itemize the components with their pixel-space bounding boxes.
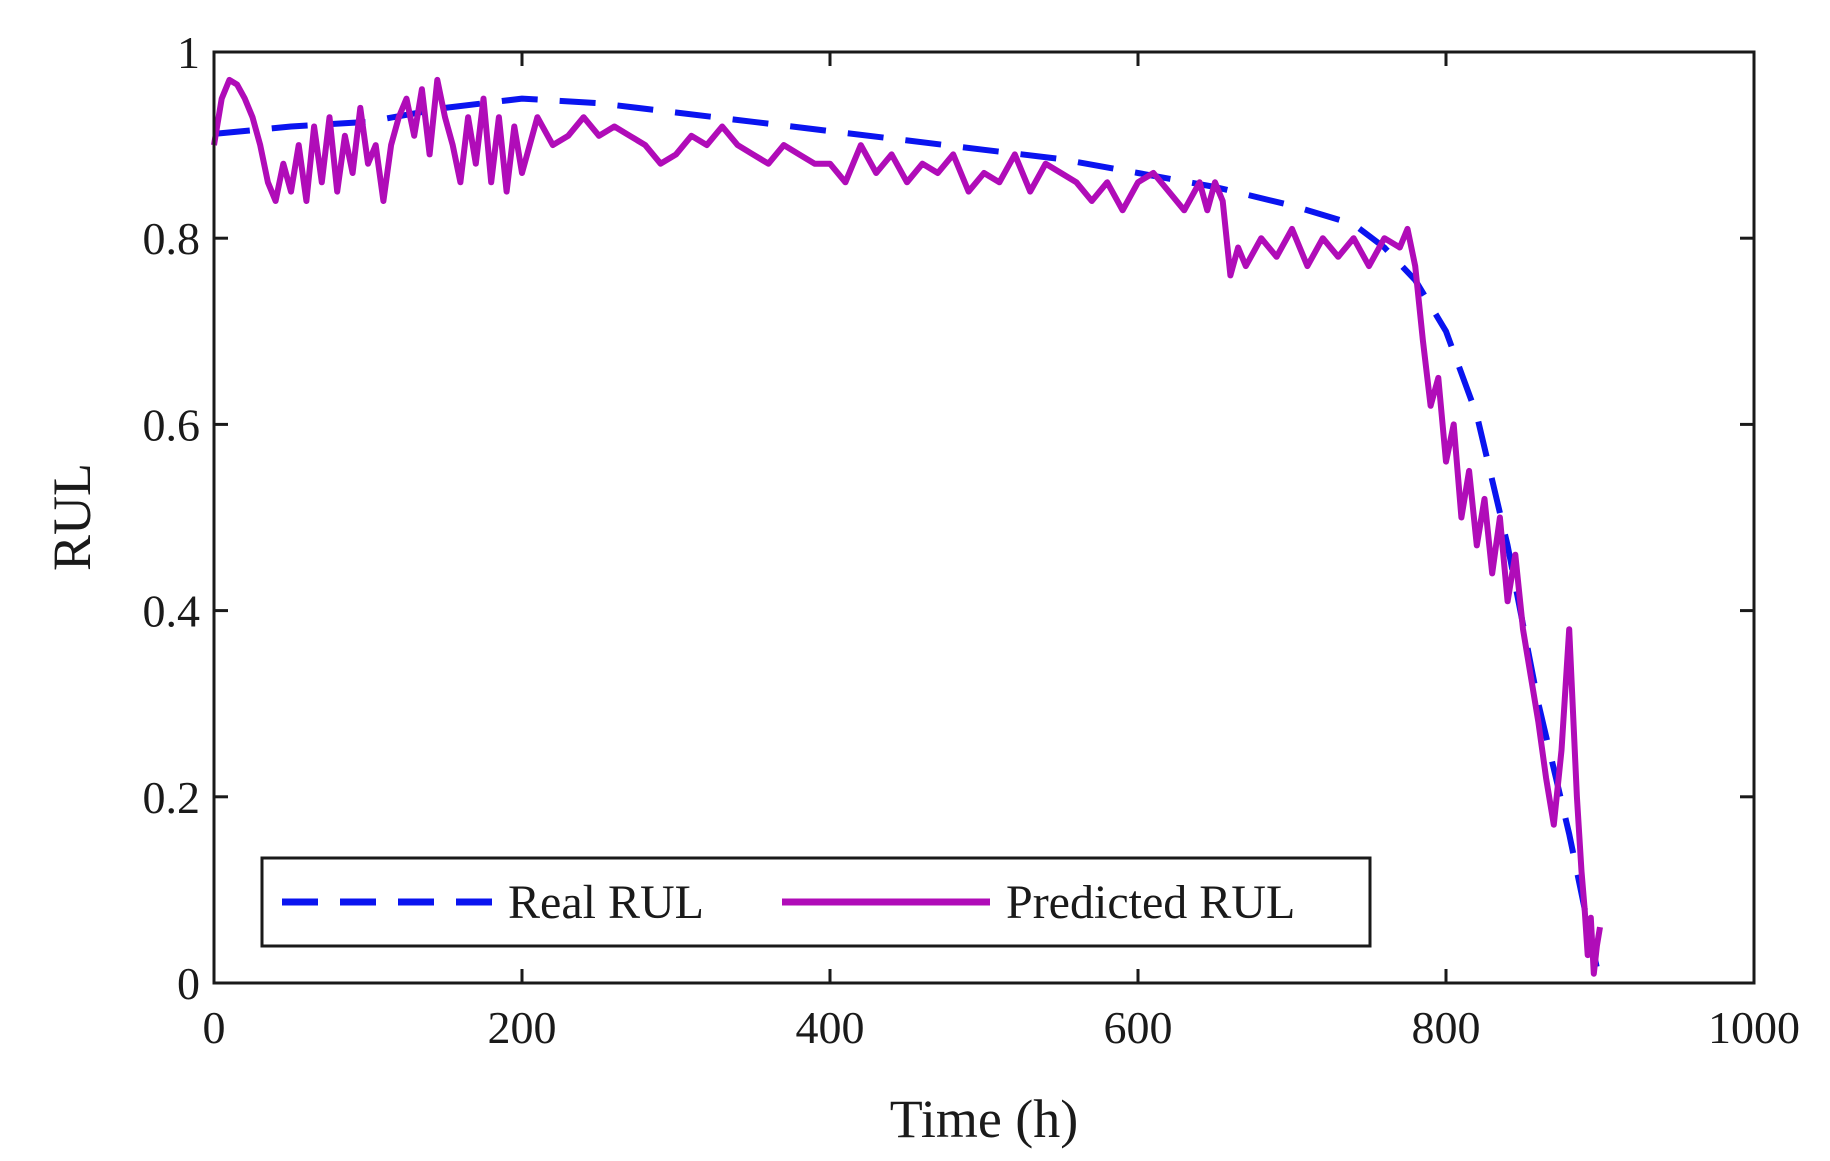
y-tick-label: 0.6 xyxy=(143,399,201,450)
series-line-predicted-rul xyxy=(211,76,1603,977)
legend: Real RUL Predicted RUL xyxy=(260,856,1372,948)
y-tick-label: 0 xyxy=(177,958,200,1009)
series-layer xyxy=(211,76,1603,984)
y-tick-label: 0.2 xyxy=(143,772,201,823)
y-tick-label: 0.4 xyxy=(143,586,201,637)
labels-layer: 0 200 400 600 800 1000 0 0.2 0.4 0.6 0.8 1 xyxy=(143,27,1801,1053)
x-axis-title: Time (h) xyxy=(890,1089,1079,1149)
y-axis-title: RUL xyxy=(42,463,102,571)
x-tick-label: 200 xyxy=(488,1002,557,1053)
x-tick-label: 0 xyxy=(203,1002,226,1053)
y-tick-label: 0.8 xyxy=(143,213,201,264)
legend-label-real-rul: Real RUL xyxy=(508,876,704,929)
x-tick-label: 600 xyxy=(1104,1002,1173,1053)
plot-frame xyxy=(212,50,1756,985)
x-tick-label: 400 xyxy=(796,1002,865,1053)
y-tick-label: 1 xyxy=(177,27,200,78)
series-line-real-rul xyxy=(213,95,1603,984)
x-tick-label: 1000 xyxy=(1708,1002,1800,1053)
x-tick-label: 800 xyxy=(1412,1002,1481,1053)
legend-label-predicted-rul: Predicted RUL xyxy=(1006,876,1295,929)
